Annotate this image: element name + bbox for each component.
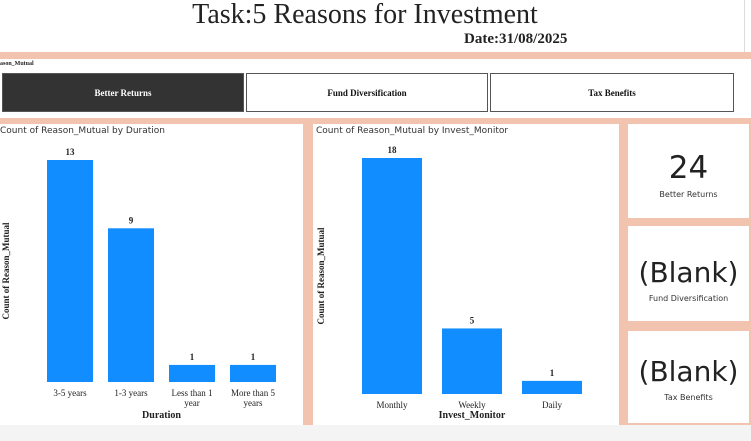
card-label: Fund Diversification	[648, 294, 729, 303]
bottom-strip	[0, 425, 751, 441]
tick-label: Daily	[542, 400, 562, 410]
bar-daily[interactable]	[522, 380, 582, 394]
data-label: 1	[190, 352, 195, 362]
bar-3-5-years[interactable]	[47, 160, 93, 382]
slicer-button-better-returns[interactable]: Better Returns	[2, 73, 244, 112]
data-label: 9	[129, 215, 134, 225]
bar-more-than-5-years[interactable]	[230, 364, 276, 382]
card-value: (Blank)	[638, 256, 739, 289]
slicer-button-label: Tax Benefits	[588, 87, 636, 98]
card-label: Tax Benefits	[664, 393, 713, 402]
tick-label: Weekly	[458, 400, 486, 410]
accent-band-middle	[0, 118, 751, 124]
dashboard-body: Count of Reason_Mutual by Duration 13 3-5…	[0, 124, 751, 425]
slicer-button-label: Fund Diversification	[327, 87, 407, 98]
tick-label: Monthly	[376, 400, 408, 410]
chart-title: Count of Reason_Mutual by Invest_Monitor	[316, 126, 509, 136]
slicer-button-tax-benefits[interactable]: Tax Benefits	[490, 73, 734, 112]
card-better-returns[interactable]: 24 Better Returns	[628, 124, 749, 218]
data-label: 1	[550, 368, 555, 378]
tick-label: More than 5 years	[231, 388, 275, 408]
vertical-scrollbar[interactable]	[744, 0, 751, 52]
bar-weekly[interactable]	[442, 328, 502, 394]
card-value: 24	[668, 150, 709, 186]
data-label: 5	[470, 315, 475, 325]
duration-bar-chart: 13 3-5 years 9 1-3 years 1 Less than 1 year 1 Mo…	[1, 147, 276, 421]
card-value: (Blank)	[638, 355, 739, 388]
accent-band-top	[0, 52, 751, 59]
data-label: 18	[388, 145, 398, 155]
page-title: Task:5 Reasons for Investment	[192, 0, 538, 30]
card-fund-diversification[interactable]: (Blank) Fund Diversification	[628, 226, 749, 321]
x-axis-title: Invest_Monitor	[439, 410, 506, 421]
y-axis-title: Count of Reason_Mutual	[1, 222, 11, 320]
bar-less-than-1-year[interactable]	[169, 364, 215, 382]
invest-monitor-bar-chart: 18 Monthly 5 Weekly 1 Daily Invest_Monitor Coun…	[316, 145, 582, 421]
tick-label: Less than 1 year	[172, 388, 213, 408]
bar-monthly[interactable]	[362, 158, 422, 394]
duration-chart-panel[interactable]: Count of Reason_Mutual by Duration 13 3-5…	[0, 124, 303, 425]
y-axis-title: Count of Reason_Mutual	[316, 227, 326, 325]
report-header: Task:5 Reasons for Investment Date:31/08…	[0, 0, 751, 52]
tick-label: 3-5 years	[53, 388, 87, 398]
slicer-label: ason_Mutual	[0, 61, 34, 67]
slicer-button-label: Better Returns	[94, 87, 152, 98]
x-axis-title: Duration	[142, 410, 181, 421]
invest-monitor-chart-panel[interactable]: Count of Reason_Mutual by Invest_Monitor…	[313, 124, 619, 425]
card-label: Better Returns	[659, 190, 718, 199]
report-date: Date:31/08/2025	[464, 31, 568, 47]
data-label: 13	[66, 147, 76, 157]
card-tax-benefits[interactable]: (Blank) Tax Benefits	[628, 331, 749, 423]
bar-1-3-years[interactable]	[108, 228, 154, 382]
data-label: 1	[251, 352, 256, 362]
reason-slicer: ason_Mutual Better Returns Fund Diversif…	[0, 59, 751, 118]
slicer-button-fund-diversification[interactable]: Fund Diversification	[246, 73, 488, 112]
chart-title: Count of Reason_Mutual by Duration	[0, 126, 165, 136]
tick-label: 1-3 years	[114, 388, 148, 398]
